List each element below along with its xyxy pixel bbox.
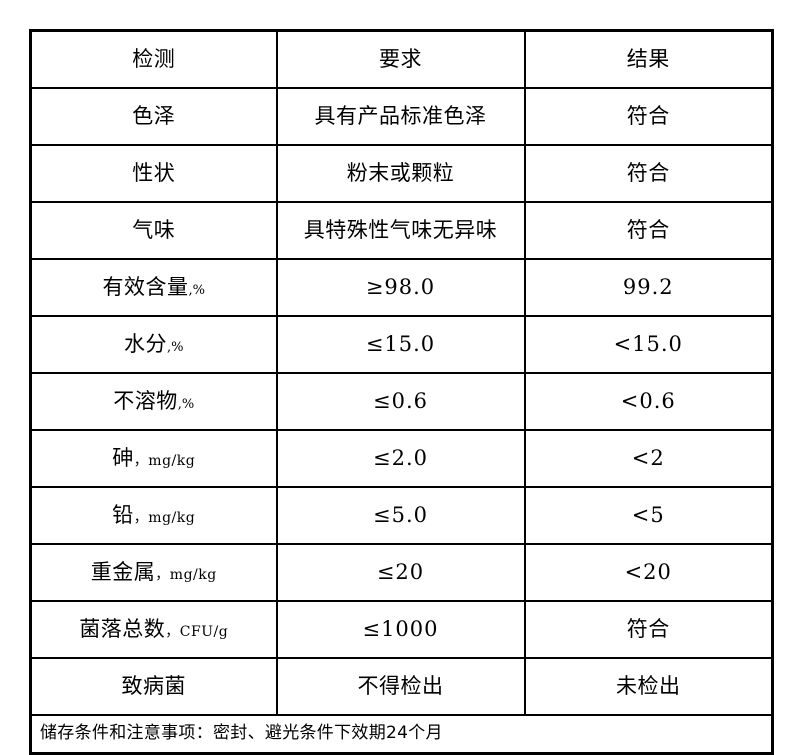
table-header-row: 检测 要求 结果 — [29, 29, 774, 89]
table-row: 重金属，mg/kg ≤20 <20 — [29, 543, 774, 602]
table-row: 铅，mg/kg ≤5.0 <5 — [29, 486, 774, 545]
requirement-value: 粉末或颗粒 — [346, 161, 455, 186]
item-name: 不溶物 — [113, 389, 178, 414]
cell-requirement: 粉末或颗粒 — [275, 144, 526, 203]
result-value: 未检出 — [616, 674, 681, 699]
requirement-value: 具有产品标准色泽 — [314, 104, 487, 129]
cell-item: 菌落总数，CFU/g — [29, 600, 278, 659]
requirement-value: ≤15.0 — [365, 332, 436, 357]
table-row: 菌落总数，CFU/g ≤1000 符合 — [29, 600, 774, 659]
item-unit: ，mg/kg — [133, 453, 196, 470]
cell-item: 不溶物,% — [29, 372, 278, 431]
storage-note: 储存条件和注意事项：密封、避光条件下效期24个月 — [29, 714, 774, 755]
item-name: 菌落总数 — [79, 617, 166, 642]
result-value: 符合 — [626, 218, 670, 243]
cell-result: <2 — [523, 429, 774, 488]
cell-result: 99.2 — [523, 258, 774, 317]
table-row: 不溶物,% ≤0.6 <0.6 — [29, 372, 774, 431]
cell-requirement: 不得检出 — [275, 657, 526, 716]
item-name: 性状 — [132, 161, 176, 186]
cell-result: <0.6 — [523, 372, 774, 431]
item-name: 铅 — [112, 503, 134, 528]
table-row: 色泽 具有产品标准色泽 符合 — [29, 87, 774, 146]
requirement-value: ≤5.0 — [373, 503, 428, 528]
cell-requirement: 具有产品标准色泽 — [275, 87, 526, 146]
table-row: 气味 具特殊性气味无异味 符合 — [29, 201, 774, 260]
cell-item: 气味 — [29, 201, 278, 260]
cell-result: <15.0 — [523, 315, 774, 374]
cell-result: 符合 — [523, 144, 774, 203]
result-value: 99.2 — [622, 275, 674, 300]
result-value: <2 — [631, 446, 665, 471]
item-name: 砷 — [112, 446, 134, 471]
cell-requirement: ≤0.6 — [275, 372, 526, 431]
cell-requirement: ≤20 — [275, 543, 526, 602]
result-value: <20 — [624, 560, 672, 585]
cell-requirement: ≤2.0 — [275, 429, 526, 488]
cell-result: 未检出 — [523, 657, 774, 716]
table-row: 有效含量,% ≥98.0 99.2 — [29, 258, 774, 317]
product-specification-table: 检测 要求 结果 色泽 具有产品标准色泽 符合 性状 粉末或颗粒 符合 气味 具特殊性气味无异… — [29, 29, 774, 755]
cell-item: 致病菌 — [29, 657, 278, 716]
requirement-value: ≤0.6 — [373, 389, 428, 414]
result-value: <15.0 — [613, 332, 683, 357]
cell-requirement: ≤5.0 — [275, 486, 526, 545]
item-name: 有效含量 — [102, 275, 189, 300]
column-header-item: 检测 — [29, 29, 278, 89]
item-unit: ，mg/kg — [133, 510, 196, 527]
result-value: 符合 — [626, 617, 670, 642]
cell-result: 符合 — [523, 600, 774, 659]
cell-result: <20 — [523, 543, 774, 602]
requirement-value: ≤1000 — [362, 617, 439, 642]
table-row: 致病菌 不得检出 未检出 — [29, 657, 774, 716]
column-header-requirement: 要求 — [275, 29, 526, 89]
result-value: 符合 — [626, 161, 670, 186]
item-unit: ,% — [167, 340, 184, 356]
item-unit: ,% — [177, 397, 195, 413]
cell-result: 符合 — [523, 201, 774, 260]
cell-item: 水分,% — [29, 315, 278, 374]
cell-item: 重金属，mg/kg — [29, 543, 278, 602]
item-name: 色泽 — [132, 104, 176, 129]
cell-item: 砷，mg/kg — [29, 429, 278, 488]
result-value: <0.6 — [620, 389, 676, 414]
item-name: 重金属 — [90, 560, 156, 585]
cell-item: 性状 — [29, 144, 278, 203]
column-header-result: 结果 — [523, 29, 774, 89]
cell-requirement: 具特殊性气味无异味 — [275, 201, 526, 260]
item-unit: ，CFU/g — [165, 624, 229, 641]
item-unit: ，mg/kg — [155, 567, 217, 584]
result-value: 符合 — [626, 104, 670, 129]
item-unit: ,% — [188, 283, 206, 299]
cell-requirement: ≤1000 — [275, 600, 526, 659]
item-name: 致病菌 — [121, 674, 186, 699]
requirement-value: ≥98.0 — [365, 275, 436, 300]
table-row: 性状 粉末或颗粒 符合 — [29, 144, 774, 203]
requirement-value: ≤2.0 — [373, 446, 428, 471]
cell-item: 有效含量,% — [29, 258, 278, 317]
cell-item: 铅，mg/kg — [29, 486, 278, 545]
item-name: 气味 — [132, 218, 176, 243]
result-value: <5 — [631, 503, 665, 528]
table-row: 水分,% ≤15.0 <15.0 — [29, 315, 774, 374]
table-row: 砷，mg/kg ≤2.0 <2 — [29, 429, 774, 488]
cell-result: <5 — [523, 486, 774, 545]
requirement-value: 具特殊性气味无异味 — [303, 218, 498, 243]
cell-requirement: ≥98.0 — [275, 258, 526, 317]
cell-result: 符合 — [523, 87, 774, 146]
cell-item: 色泽 — [29, 87, 278, 146]
table-footer-row: 储存条件和注意事项：密封、避光条件下效期24个月 — [29, 714, 774, 755]
requirement-value: 不得检出 — [357, 674, 444, 699]
requirement-value: ≤20 — [376, 560, 425, 585]
cell-requirement: ≤15.0 — [275, 315, 526, 374]
item-name: 水分 — [124, 332, 167, 357]
